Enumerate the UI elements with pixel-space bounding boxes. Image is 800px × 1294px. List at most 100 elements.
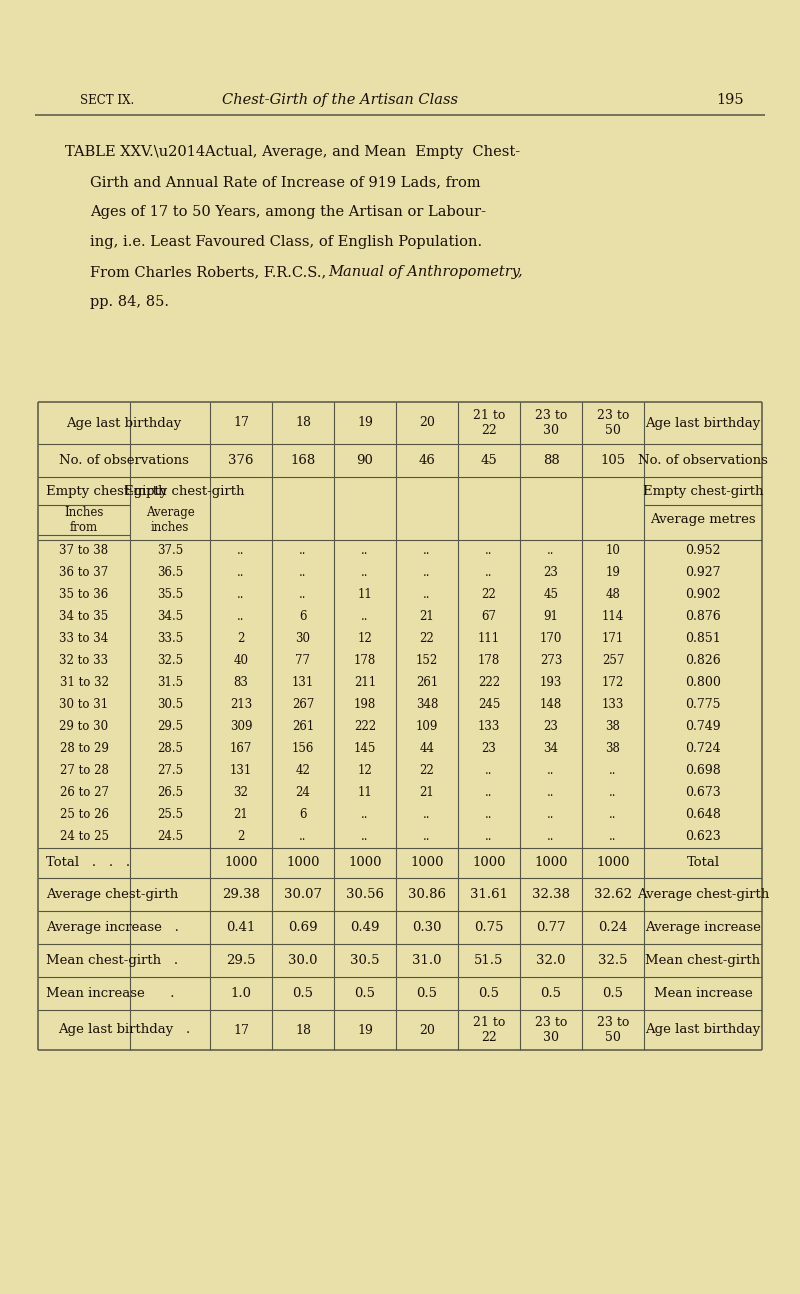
Text: Average chest-girth: Average chest-girth	[46, 888, 178, 901]
Text: 0.902: 0.902	[685, 589, 721, 602]
Text: 145: 145	[354, 743, 376, 756]
Text: 21: 21	[234, 809, 248, 822]
Text: 376: 376	[228, 454, 254, 467]
Text: ..: ..	[299, 545, 306, 558]
Text: 1000: 1000	[224, 857, 258, 870]
Text: 198: 198	[354, 699, 376, 712]
Text: Total: Total	[686, 857, 719, 870]
Text: 23 to
50: 23 to 50	[597, 1016, 629, 1044]
Text: 211: 211	[354, 677, 376, 690]
Text: 193: 193	[540, 677, 562, 690]
Text: 32: 32	[234, 787, 249, 800]
Text: 32.38: 32.38	[532, 888, 570, 901]
Text: ..: ..	[423, 831, 430, 844]
Text: Mean chest-girth   .: Mean chest-girth .	[46, 954, 178, 967]
Text: 133: 133	[602, 699, 624, 712]
Text: 34.5: 34.5	[157, 611, 183, 624]
Text: 21 to
22: 21 to 22	[473, 409, 505, 437]
Text: 32.0: 32.0	[536, 954, 566, 967]
Text: Average increase: Average increase	[645, 921, 761, 934]
Text: 90: 90	[357, 454, 374, 467]
Text: 6: 6	[299, 809, 306, 822]
Text: ..: ..	[299, 567, 306, 580]
Text: 30: 30	[295, 633, 310, 646]
Text: Age last birthday: Age last birthday	[646, 1024, 761, 1036]
Text: 6: 6	[299, 611, 306, 624]
Text: 30 to 31: 30 to 31	[59, 699, 109, 712]
Text: 148: 148	[540, 699, 562, 712]
Text: 0.24: 0.24	[598, 921, 628, 934]
Text: 77: 77	[295, 655, 310, 668]
Text: 0.5: 0.5	[602, 987, 623, 1000]
Text: 267: 267	[292, 699, 314, 712]
Text: ..: ..	[238, 545, 245, 558]
Text: 37 to 38: 37 to 38	[59, 545, 109, 558]
Text: Manual of Anthropometry,: Manual of Anthropometry,	[328, 265, 522, 280]
Text: Mean increase      .: Mean increase .	[46, 987, 174, 1000]
Text: 35 to 36: 35 to 36	[59, 589, 109, 602]
Text: 1000: 1000	[534, 857, 568, 870]
Text: 1.0: 1.0	[230, 987, 251, 1000]
Text: 0.69: 0.69	[288, 921, 318, 934]
Text: 34 to 35: 34 to 35	[59, 611, 109, 624]
Text: 0.952: 0.952	[686, 545, 721, 558]
Text: 1000: 1000	[286, 857, 320, 870]
Text: 0.800: 0.800	[685, 677, 721, 690]
Text: Empty chest-girth: Empty chest-girth	[124, 484, 245, 497]
Text: No. of observations: No. of observations	[638, 454, 768, 467]
Text: 45: 45	[543, 589, 558, 602]
Text: 83: 83	[234, 677, 249, 690]
Text: ..: ..	[547, 545, 554, 558]
Text: 0.49: 0.49	[350, 921, 380, 934]
Text: 12: 12	[358, 633, 372, 646]
Text: ..: ..	[486, 545, 493, 558]
Text: ..: ..	[362, 809, 369, 822]
Text: ..: ..	[610, 809, 617, 822]
Text: 222: 222	[354, 721, 376, 734]
Text: ..: ..	[362, 611, 369, 624]
Text: 245: 245	[478, 699, 500, 712]
Text: 31.0: 31.0	[412, 954, 442, 967]
Text: 12: 12	[358, 765, 372, 778]
Text: Average
inches: Average inches	[146, 506, 194, 534]
Text: 195: 195	[716, 93, 744, 107]
Text: ..: ..	[238, 611, 245, 624]
Text: 0.927: 0.927	[686, 567, 721, 580]
Text: 48: 48	[606, 589, 621, 602]
Text: 0.41: 0.41	[226, 921, 256, 934]
Text: 19: 19	[357, 1024, 373, 1036]
Text: 1000: 1000	[410, 857, 444, 870]
Text: ing, i.e. Least Favoured Class, of English Population.: ing, i.e. Least Favoured Class, of Engli…	[90, 236, 482, 248]
Text: 32.5: 32.5	[157, 655, 183, 668]
Text: ..: ..	[299, 831, 306, 844]
Text: 257: 257	[602, 655, 624, 668]
Text: 30.86: 30.86	[408, 888, 446, 901]
Text: 44: 44	[419, 743, 434, 756]
Text: Chest-Girth of the Artisan Class: Chest-Girth of the Artisan Class	[222, 93, 458, 107]
Text: ..: ..	[486, 831, 493, 844]
Text: 22: 22	[420, 633, 434, 646]
Text: 23 to
30: 23 to 30	[535, 409, 567, 437]
Text: 105: 105	[601, 454, 626, 467]
Text: 33.5: 33.5	[157, 633, 183, 646]
Text: ..: ..	[547, 809, 554, 822]
Text: Age last birthday   .: Age last birthday .	[58, 1024, 190, 1036]
Text: 168: 168	[290, 454, 316, 467]
Text: 29.38: 29.38	[222, 888, 260, 901]
Text: 19: 19	[606, 567, 621, 580]
Text: 0.5: 0.5	[541, 987, 562, 1000]
Text: 11: 11	[358, 787, 372, 800]
Text: 21: 21	[420, 611, 434, 624]
Text: ..: ..	[547, 831, 554, 844]
Text: 35.5: 35.5	[157, 589, 183, 602]
Text: 42: 42	[295, 765, 310, 778]
Text: 111: 111	[478, 633, 500, 646]
Text: Empty chest-girth: Empty chest-girth	[46, 484, 166, 497]
Text: ..: ..	[238, 567, 245, 580]
Text: 178: 178	[354, 655, 376, 668]
Text: 178: 178	[478, 655, 500, 668]
Text: 23: 23	[482, 743, 497, 756]
Text: ..: ..	[486, 809, 493, 822]
Text: 29 to 30: 29 to 30	[59, 721, 109, 734]
Text: No. of observations: No. of observations	[59, 454, 189, 467]
